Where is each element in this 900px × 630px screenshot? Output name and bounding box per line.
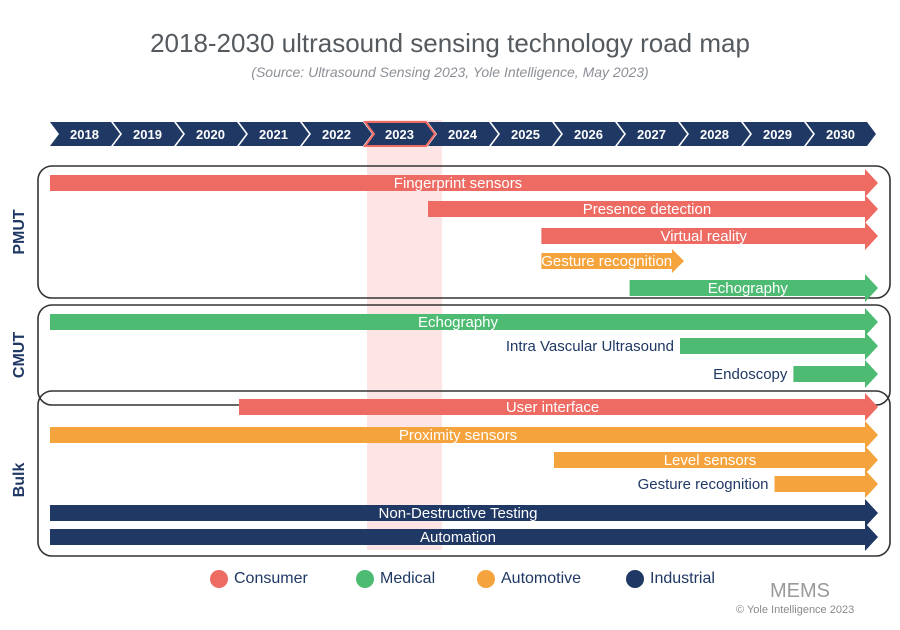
year-chevron-2023 xyxy=(363,121,437,147)
legend-dot-automotive xyxy=(477,570,495,588)
legend-label: Consumer xyxy=(234,570,308,587)
bar-label-non-destructive-testing: Non-Destructive Testing xyxy=(379,505,538,522)
legend-label: Industrial xyxy=(650,570,715,587)
bar-user-interface xyxy=(239,393,878,421)
bar-label-virtual-reality: Virtual reality xyxy=(660,228,747,245)
legend-item-industrial: Industrial xyxy=(626,568,715,590)
bar-endoscopy xyxy=(793,360,878,388)
legend-dot-consumer xyxy=(210,570,228,588)
year-label: 2027 xyxy=(637,127,666,142)
year-chevron-2025 xyxy=(491,122,561,146)
year-label: 2025 xyxy=(511,127,540,142)
bar-label-gesture-recognition: Gesture recognition xyxy=(638,476,769,493)
year-chevron-2027 xyxy=(617,122,687,146)
bar-label-automation: Automation xyxy=(420,529,496,546)
year-chevron-2018 xyxy=(50,122,120,146)
legend-item-automotive: Automotive xyxy=(477,568,581,590)
year-label: 2029 xyxy=(763,127,792,142)
bar-automation xyxy=(50,523,878,551)
bar-label-intra-vascular-ultrasound: Intra Vascular Ultrasound xyxy=(506,338,674,355)
bar-virtual-reality xyxy=(541,222,878,250)
legend-dot-medical xyxy=(356,570,374,588)
legend-item-consumer: Consumer xyxy=(210,568,308,590)
legend-label: Medical xyxy=(380,570,436,587)
bar-echography xyxy=(629,274,878,302)
year-chevron-2021 xyxy=(239,122,309,146)
bar-fingerprint-sensors xyxy=(50,169,878,197)
chart-title: 2018-2030 ultrasound sensing technology … xyxy=(150,28,750,58)
legend-dot-industrial xyxy=(626,570,644,588)
bar-non-destructive-testing xyxy=(50,499,878,527)
year-chevron-2026 xyxy=(554,122,624,146)
bar-label-presence-detection: Presence detection xyxy=(583,201,711,218)
year-label: 2028 xyxy=(700,127,729,142)
year-label: 2030 xyxy=(826,127,855,142)
bar-label-echography: Echography xyxy=(418,314,499,331)
legend: Consumer Medical Automotive Industrial xyxy=(0,568,900,590)
year-label: 2023 xyxy=(385,127,414,142)
year-label: 2018 xyxy=(70,127,99,142)
year-chevron-2030 xyxy=(806,122,876,146)
mems-watermark: MEMS xyxy=(770,580,830,602)
bar-gesture-recognition xyxy=(774,470,878,498)
bar-label-level-sensors: Level sensors xyxy=(664,452,757,469)
bar-gesture-recognition xyxy=(541,249,684,273)
bar-level-sensors xyxy=(554,446,878,474)
year-label: 2024 xyxy=(448,127,478,142)
chart-subtitle: (Source: Ultrasound Sensing 2023, Yole I… xyxy=(251,64,649,80)
bar-label-echography: Echography xyxy=(708,280,789,297)
bar-label-user-interface: User interface xyxy=(506,399,599,416)
year-chevron-2022 xyxy=(302,122,372,146)
copyright-note: © Yole Intelligence 2023 xyxy=(736,604,855,616)
group-label: Bulk xyxy=(11,463,28,498)
bar-proximity-sensors xyxy=(50,421,878,449)
highlight-year-band xyxy=(367,120,442,550)
year-chevron-2024 xyxy=(428,122,498,146)
bar-echography xyxy=(50,308,878,336)
year-label: 2022 xyxy=(322,127,351,142)
bar-label-endoscopy: Endoscopy xyxy=(713,366,788,383)
legend-item-medical: Medical xyxy=(356,568,435,590)
group-label: CMUT xyxy=(11,332,28,378)
bar-presence-detection xyxy=(428,195,878,223)
year-label: 2019 xyxy=(133,127,162,142)
group-label: PMUT xyxy=(11,209,28,255)
group-frame-pmut xyxy=(37,165,891,299)
bar-label-proximity-sensors: Proximity sensors xyxy=(399,427,517,444)
legend-label: Automotive xyxy=(501,570,582,587)
bar-label-fingerprint-sensors: Fingerprint sensors xyxy=(394,175,522,192)
year-label: 2021 xyxy=(259,127,288,142)
year-chevron-2028 xyxy=(680,122,750,146)
group-frame-bulk xyxy=(37,390,891,557)
bar-intra-vascular-ultrasound xyxy=(680,332,878,360)
year-label: 2020 xyxy=(196,127,225,142)
year-chevron-2020 xyxy=(176,122,246,146)
year-chevron-2029 xyxy=(743,122,813,146)
bar-label-gesture-recognition: Gesture recognition xyxy=(541,253,672,270)
year-chevron-2019 xyxy=(113,122,183,146)
year-label: 2026 xyxy=(574,127,603,142)
